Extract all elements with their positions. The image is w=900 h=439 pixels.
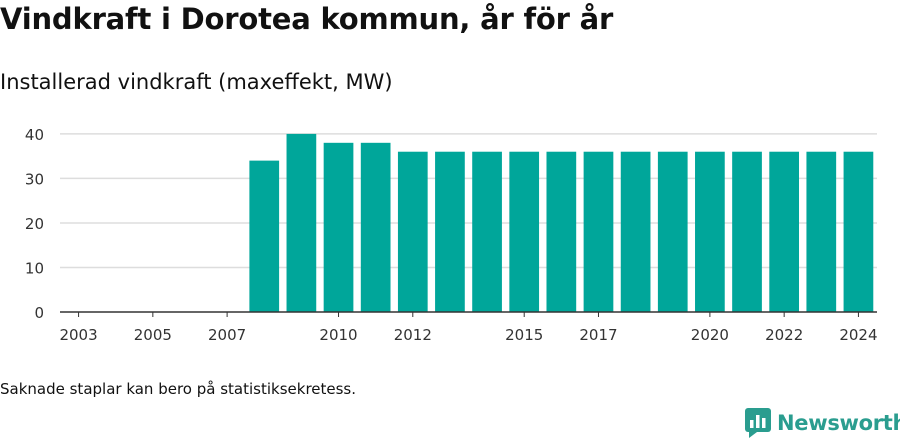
bar-chart-logo-icon	[745, 408, 771, 438]
x-tick-label: 2010	[319, 326, 357, 344]
bar-2023	[806, 151, 837, 312]
y-tick-label: 40	[25, 126, 44, 144]
bar-chart: 0 10 20 30 40 2003 2005 2007 2010 2012 2015 2017 202…	[25, 126, 878, 344]
y-tick-label: 20	[25, 215, 44, 233]
bar-2017	[583, 151, 614, 312]
y-tick-label: 10	[25, 259, 44, 277]
y-tick-label: 30	[25, 170, 44, 188]
brand-name: Newsworthy	[777, 411, 900, 435]
bar-2019	[657, 151, 688, 312]
x-tick-label: 2022	[765, 326, 803, 344]
x-tick-label: 2015	[505, 326, 543, 344]
footnote: Saknade staplar kan bero på statistiksek…	[0, 380, 357, 398]
bar-2008	[249, 160, 280, 312]
bar-2015	[509, 151, 540, 312]
bar-2013	[435, 151, 465, 312]
bar-2018	[620, 151, 651, 312]
x-tick-label: 2024	[839, 326, 877, 344]
brand-logo: Newsworthy	[745, 408, 900, 438]
x-tick-label: 2003	[59, 326, 97, 344]
bar-2020	[695, 151, 725, 312]
y-tick-label: 0	[34, 304, 44, 322]
bar-2016	[546, 151, 577, 312]
x-tick-label: 2007	[208, 326, 246, 344]
bar-2014	[472, 151, 502, 312]
x-tick-label: 2005	[134, 326, 172, 344]
bar-2011	[360, 142, 391, 312]
bar-2010	[323, 142, 354, 312]
x-tick-label: 2020	[691, 326, 729, 344]
bar-2012	[397, 151, 428, 312]
chart-subtitle: Installerad vindkraft (maxeffekt, MW)	[0, 70, 393, 94]
x-tick-label: 2012	[394, 326, 432, 344]
chart-title: Vindkraft i Dorotea kommun, år för år	[0, 2, 614, 36]
bar-2021	[732, 151, 762, 312]
bar-2009	[286, 133, 317, 312]
x-tick-label: 2017	[579, 326, 617, 344]
bar-2024	[843, 151, 874, 312]
bar-2022	[769, 151, 800, 312]
